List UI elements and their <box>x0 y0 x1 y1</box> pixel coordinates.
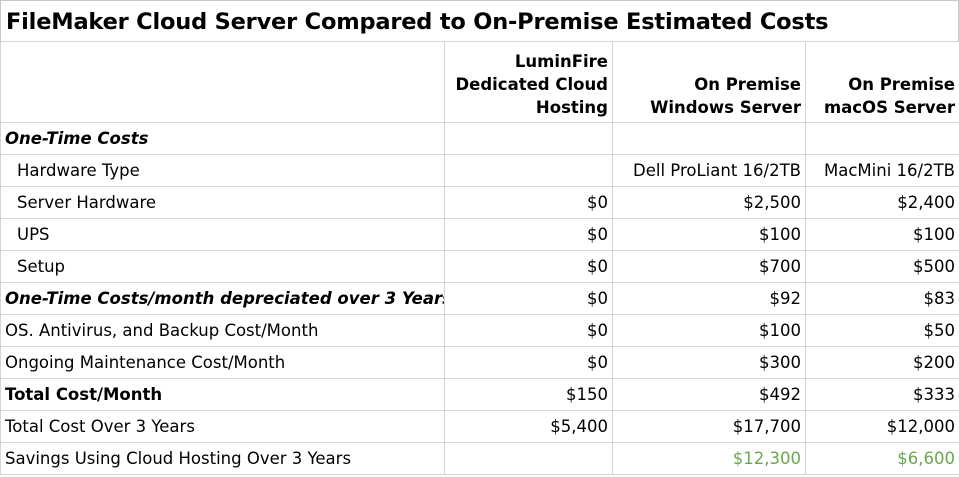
windows-cell[interactable]: $300 <box>612 346 806 379</box>
mac-cell[interactable]: $100 <box>805 218 959 251</box>
mac-cell[interactable]: MacMini 16/2TB <box>805 154 959 187</box>
mac-savings-cell[interactable]: $6,600 <box>805 442 959 475</box>
mac-cell[interactable]: $333 <box>805 378 959 411</box>
header-cloud-line: LuminFire <box>514 52 608 71</box>
mac-cell[interactable]: $12,000 <box>805 410 959 443</box>
table-row: Total Cost Over 3 Years $5,400 $17,700 $… <box>0 410 959 443</box>
cloud-cell[interactable]: $5,400 <box>444 410 613 443</box>
header-cloud-line: Hosting <box>535 98 608 117</box>
windows-cell[interactable]: $100 <box>612 314 806 347</box>
windows-cell[interactable] <box>612 122 806 155</box>
cloud-cell[interactable]: $0 <box>444 346 613 379</box>
table-row: Server Hardware $0 $2,500 $2,400 <box>0 186 959 219</box>
windows-cell[interactable]: Dell ProLiant 16/2TB <box>612 154 806 187</box>
cloud-cell[interactable] <box>444 122 613 155</box>
cost-comparison-table: LuminFire Dedicated Cloud Hosting On Pre… <box>0 41 959 475</box>
mac-cell[interactable]: $2,400 <box>805 186 959 219</box>
row-label[interactable]: One-Time Costs <box>0 122 445 155</box>
header-mac-line: On Premise <box>848 75 955 94</box>
header-mac[interactable]: On Premise macOS Server <box>805 41 959 123</box>
cloud-cell[interactable]: $150 <box>444 378 613 411</box>
table-row: Hardware Type Dell ProLiant 16/2TB MacMi… <box>0 154 959 187</box>
header-windows-line: On Premise <box>694 75 801 94</box>
table-row: One-Time Costs <box>0 122 959 155</box>
table-row: Ongoing Maintenance Cost/Month $0 $300 $… <box>0 346 959 379</box>
cloud-cell[interactable]: $0 <box>444 314 613 347</box>
mac-cell[interactable]: $50 <box>805 314 959 347</box>
mac-cell[interactable]: $500 <box>805 250 959 283</box>
cloud-cell[interactable]: $0 <box>444 282 613 315</box>
row-label[interactable]: Hardware Type <box>0 154 445 187</box>
table-row: Setup $0 $700 $500 <box>0 250 959 283</box>
row-label[interactable]: Total Cost Over 3 Years <box>0 410 445 443</box>
cloud-cell[interactable]: $0 <box>444 250 613 283</box>
windows-cell[interactable]: $492 <box>612 378 806 411</box>
header-cloud-line: Dedicated Cloud <box>455 75 608 94</box>
cloud-cell[interactable]: $0 <box>444 186 613 219</box>
mac-cell[interactable] <box>805 122 959 155</box>
header-mac-line: macOS Server <box>823 98 955 117</box>
sheet-title[interactable]: FileMaker Cloud Server Compared to On-Pr… <box>0 0 959 42</box>
row-label[interactable]: Ongoing Maintenance Cost/Month <box>0 346 445 379</box>
table-row: Savings Using Cloud Hosting Over 3 Years… <box>0 442 959 475</box>
header-windows[interactable]: On Premise Windows Server <box>612 41 806 123</box>
windows-cell[interactable]: $100 <box>612 218 806 251</box>
row-label[interactable]: UPS <box>0 218 445 251</box>
table-row: Total Cost/Month $150 $492 $333 <box>0 378 959 411</box>
header-row: LuminFire Dedicated Cloud Hosting On Pre… <box>0 41 959 123</box>
row-label[interactable]: Setup <box>0 250 445 283</box>
header-cell-empty[interactable] <box>0 41 445 123</box>
mac-cell[interactable]: $200 <box>805 346 959 379</box>
cloud-cell[interactable] <box>444 442 613 475</box>
table-row: One-Time Costs/month depreciated over 3 … <box>0 282 959 315</box>
windows-savings-cell[interactable]: $12,300 <box>612 442 806 475</box>
row-label[interactable]: One-Time Costs/month depreciated over 3 … <box>0 282 445 315</box>
windows-cell[interactable]: $700 <box>612 250 806 283</box>
row-label[interactable]: Total Cost/Month <box>0 378 445 411</box>
header-windows-line: Windows Server <box>650 98 801 117</box>
table-row: UPS $0 $100 $100 <box>0 218 959 251</box>
table-row: OS. Antivirus, and Backup Cost/Month $0 … <box>0 314 959 347</box>
cloud-cell[interactable] <box>444 154 613 187</box>
row-label[interactable]: Savings Using Cloud Hosting Over 3 Years <box>0 442 445 475</box>
row-label[interactable]: OS. Antivirus, and Backup Cost/Month <box>0 314 445 347</box>
row-label[interactable]: Server Hardware <box>0 186 445 219</box>
windows-cell[interactable]: $17,700 <box>612 410 806 443</box>
windows-cell[interactable]: $2,500 <box>612 186 806 219</box>
windows-cell[interactable]: $92 <box>612 282 806 315</box>
header-cloud[interactable]: LuminFire Dedicated Cloud Hosting <box>444 41 613 123</box>
mac-cell[interactable]: $83 <box>805 282 959 315</box>
cloud-cell[interactable]: $0 <box>444 218 613 251</box>
